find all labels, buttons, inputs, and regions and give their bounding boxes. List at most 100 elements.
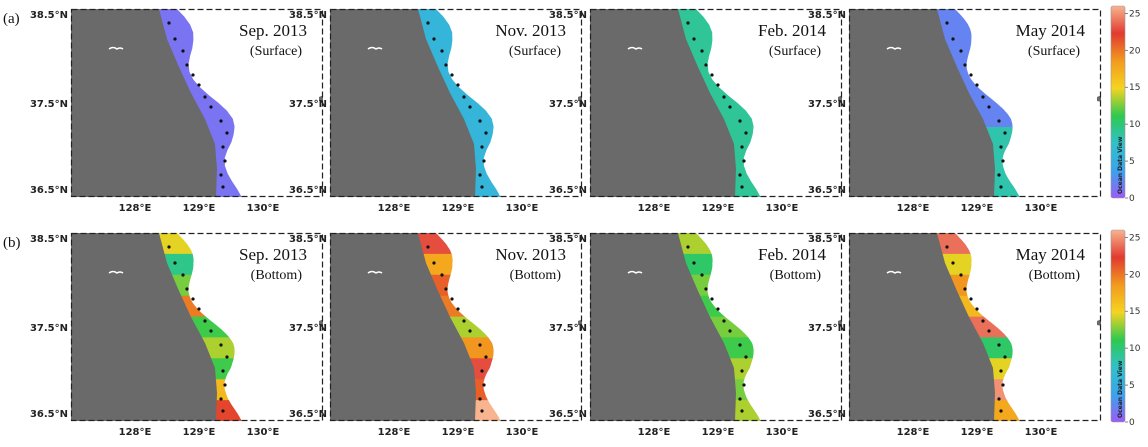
station-dot [692,261,696,265]
longitude-tick-label: 130°E [1025,427,1058,438]
map-frame [589,8,843,198]
station-dot [728,329,732,333]
lake-mark [886,46,902,50]
lake-mark [108,46,124,50]
station-dot [969,297,973,301]
station-dot [223,383,227,387]
temperature-field-segment [214,400,242,421]
lake-mark [627,270,643,274]
station-dot [710,73,714,77]
colorbar-tick-label: 5 [1129,157,1135,167]
station-dot [203,319,207,323]
station-dot [999,369,1003,373]
station-dot [740,369,744,373]
temperature-field-segment [689,274,711,297]
station-dot [1003,355,1007,359]
ocean-data-view-watermark: Ocean Data View [1117,136,1124,194]
station-dot [744,355,748,359]
station-dot [219,119,223,123]
temperature-field [416,9,501,197]
station-dot [740,145,744,149]
station-dot [478,173,482,177]
station-dot [440,49,444,53]
longitude-tick-label: 129°E [183,427,216,438]
land-mass [71,9,217,197]
station-dot [484,355,488,359]
land-mass [849,233,995,421]
ocean-data-view-watermark: Ocean Data View [1117,360,1124,418]
colorbar: 25 20 15 10 5 0 Ocean Data View [1110,5,1141,204]
station-dot [173,37,177,41]
temperature-field [157,9,242,197]
map-frame [589,232,843,422]
latitude-tick-label: 36.5°N [30,185,68,196]
station-dot [219,343,223,347]
longitude-tick-label: 130°E [247,203,280,214]
land-mass [330,233,476,421]
station-dot [722,319,726,323]
temperature-field-segment [416,233,452,255]
latitude-tick-label: 36.5°N [549,185,587,196]
station-dot [185,63,189,67]
station-dot [742,383,746,387]
colorbar-tick-label: 10 [1129,120,1141,130]
temperature-field-segment [179,295,207,318]
station-dot [185,287,189,291]
latitude-tick-label: 38.5°N [549,10,587,21]
station-dot [426,245,430,249]
temperature-field-segment [991,379,1008,402]
map-panel-surface-2: Nov. 2013 (Surface) 38.5°N 37.5°N 36.5°N 128°… [289,8,583,214]
map-panel-bottom-1: Sep. 2013 (Bottom) 38.5°N 37.5°N 36.5°N 128°E… [30,232,324,438]
station-dot [999,185,1003,189]
station-dot [951,261,955,265]
station-dot [997,173,1001,177]
latitude-tick-label: 36.5°N [549,409,587,420]
map-frame [329,232,583,422]
latitude-tick-label: 37.5°N [549,99,587,110]
longitude-tick-label: 129°E [702,427,735,438]
map-frame [848,8,1102,198]
longitude-tick-label: 128°E [119,427,152,438]
lake-mark [886,270,902,274]
colorbar-tick-label: 20 [1129,270,1141,280]
panel-period-title: Sep. 2013 [239,245,307,264]
station-dot [963,287,967,291]
station-dot [426,21,430,25]
station-dot [456,83,460,87]
panel-period-title: May 2014 [1016,245,1086,264]
station-dot [997,343,1001,347]
longitude-tick-label: 128°E [897,203,930,214]
longitude-tick-label: 129°E [183,203,216,214]
colorbar-tick-label: 0 [1129,418,1135,428]
temperature-field-segment [429,274,451,297]
station-dot [963,63,967,67]
panel-layer-label: (Bottom) [510,268,562,283]
station-dot [221,185,225,189]
latitude-tick-label: 38.5°N [808,234,846,245]
station-dot [167,245,171,249]
station-dot [462,319,466,323]
station-dot [221,369,225,373]
temperature-field-segment [162,253,194,276]
station-dot [209,105,213,109]
station-dot [744,131,748,135]
map-frame [70,232,324,422]
panel-period-title: Sep. 2013 [239,21,307,40]
longitude-tick-label: 129°E [961,427,994,438]
panel-layer-label: (Surface) [250,44,302,59]
longitude-tick-label: 130°E [506,427,539,438]
station-dot [738,173,742,177]
panel-layer-label: (Bottom) [1029,268,1081,283]
station-dot [197,83,201,87]
land-mass [330,9,476,197]
station-dot [686,21,690,25]
longitude-tick-label: 128°E [638,203,671,214]
latitude-tick-label: 37.5°N [30,323,68,334]
station-dot [478,119,482,123]
station-dot [478,397,482,401]
longitude-tick-label: 129°E [442,203,475,214]
longitude-tick-label: 129°E [442,427,475,438]
latitude-tick-label: 37.5°N [289,323,327,334]
colorbar-tick-label: 15 [1129,307,1140,317]
